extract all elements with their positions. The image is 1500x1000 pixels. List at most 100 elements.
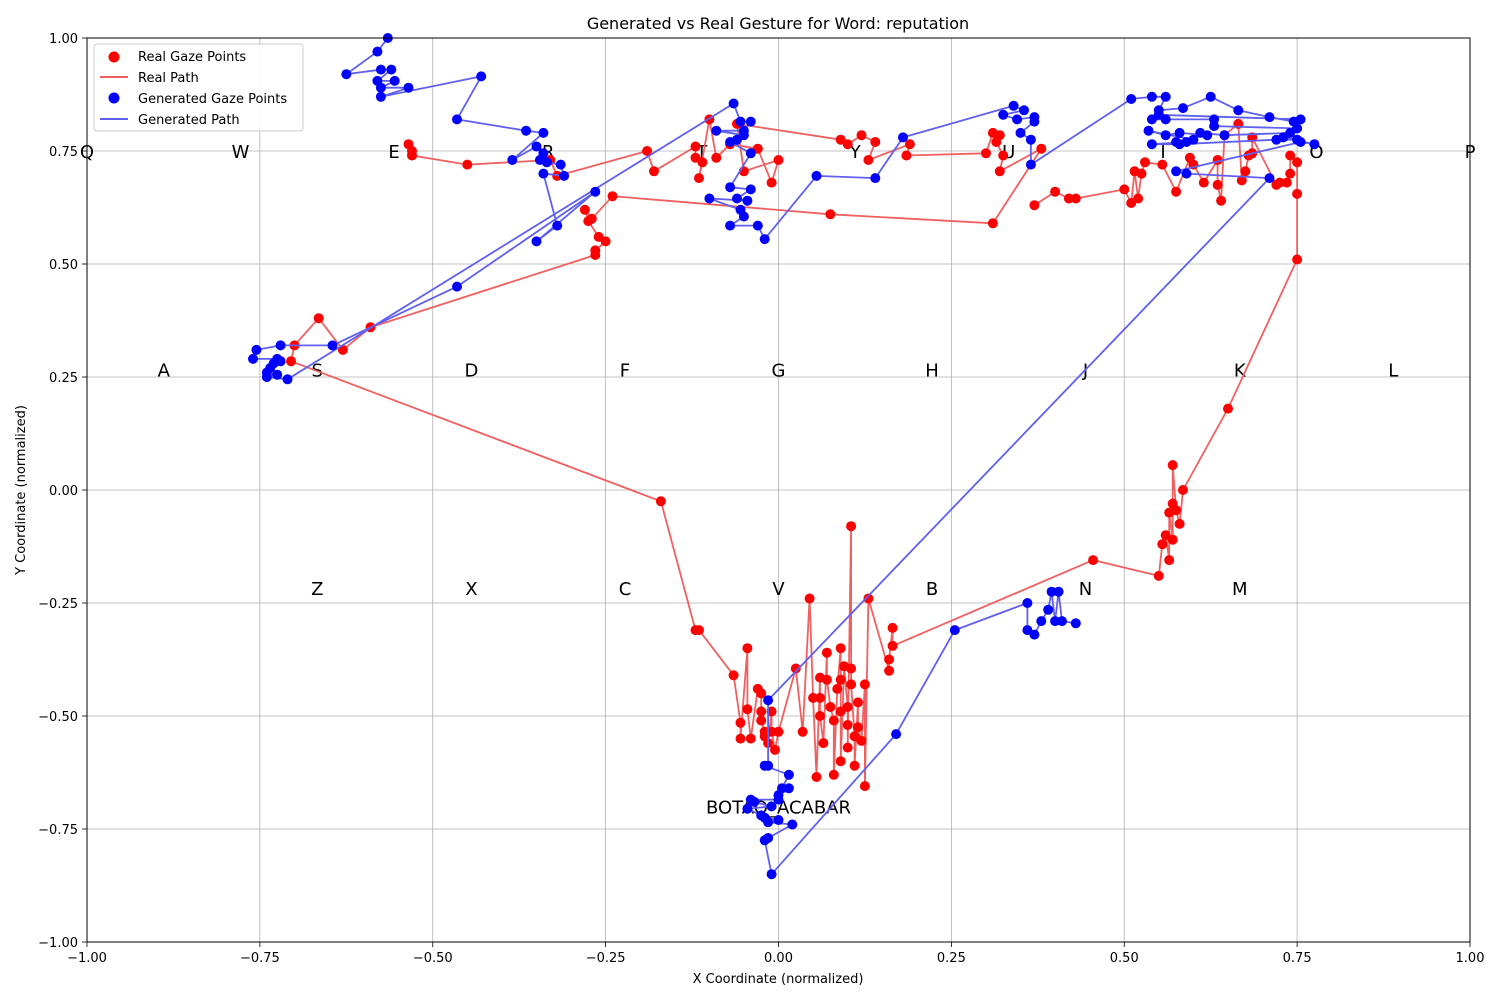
generated-gaze-point [759,234,770,245]
generated-gaze-point [386,64,397,75]
real-gaze-point [853,697,863,708]
real-gaze-point [1184,152,1195,163]
legend-generated-points-marker [108,92,120,104]
generated-gaze-point [742,195,753,206]
y-tick-label: 0.00 [49,484,78,499]
real-gaze-point [846,679,857,690]
real-gaze-point [756,715,767,726]
generated-gaze-point [275,356,286,367]
real-gaze-point [856,130,867,141]
real-gaze-point [1285,150,1296,161]
generated-gaze-point [1209,121,1220,132]
generated-gaze-point [1171,166,1182,177]
real-gaze-point [828,715,839,726]
generated-gaze-point [1295,114,1306,125]
real-gaze-point [742,704,753,715]
generated-gaze-point [1146,114,1157,125]
generated-gaze-point [745,184,756,195]
y-tick-label: 0.50 [49,258,78,273]
generated-gaze-point [1219,130,1230,141]
real-gaze-point [825,209,836,220]
y-tick-label: −1.00 [38,936,78,951]
key-label-f: F [620,360,630,381]
real-gaze-point [859,679,870,690]
generated-gaze-point [1278,132,1289,143]
real-gaze-point [1063,193,1074,204]
generated-gaze-point [732,193,742,204]
real-gaze-point [1050,186,1061,197]
generated-gaze-point [738,211,749,222]
generated-gaze-point [704,193,715,204]
real-gaze-point [694,173,704,184]
real-gaze-point [797,726,808,737]
generated-gaze-point [1029,116,1040,127]
generated-gaze-point [735,116,746,127]
real-gaze-point [313,313,324,324]
real-gaze-point [649,166,659,177]
real-gaze-point [1198,177,1209,188]
generated-gaze-point [1295,137,1306,147]
generated-gaze-point [1012,114,1023,125]
real-gaze-point [579,204,590,215]
generated-gaze-point [507,155,518,165]
generated-gaze-point [261,372,272,382]
real-gaze-point [766,706,777,717]
x-axis-label: X Coordinate (normalized) [693,972,864,987]
real-gaze-point [735,733,746,744]
real-gaze-point [835,674,846,685]
generated-gaze-point [1174,127,1185,138]
generated-gaze-point [531,141,542,152]
generated-gaze-point [521,125,532,136]
real-gaze-point [1126,198,1137,208]
key-label-e: E [388,142,399,163]
x-tick-label: 0.25 [937,951,966,966]
generated-gaze-point [452,281,462,292]
key-label-x: X [465,579,477,600]
real-gaze-point [832,683,843,694]
generated-gaze-point [559,170,570,181]
real-gaze-point [790,663,801,674]
real-gaze-point [1153,570,1164,581]
x-tick-label: −1.00 [67,951,107,966]
real-gaze-point [1292,157,1303,168]
generated-gaze-point [1050,616,1061,627]
generated-gaze-point [538,127,549,138]
real-gaze-point [1174,518,1185,529]
real-gaze-point [1171,186,1182,197]
generated-gaze-point [375,91,386,102]
y-tick-label: −0.25 [38,597,78,612]
real-gaze-point [991,137,1002,147]
real-gaze-point [870,137,881,147]
generated-gaze-point [1264,112,1275,123]
real-gaze-point [887,640,898,651]
real-gaze-point [690,141,701,152]
key-label-m: M [1232,579,1248,600]
generated-gaze-point [1178,103,1188,114]
generated-gaze-point [759,835,770,846]
real-gaze-point [1140,157,1150,168]
chart-title: Generated vs Real Gesture for Word: repu… [587,14,969,33]
real-gaze-point [711,152,722,163]
real-gaze-point [825,702,836,712]
real-gaze-point [642,146,653,156]
real-gaze-point [835,756,846,767]
generated-gaze-point [1146,139,1157,150]
x-tick-label: 1.00 [1456,951,1485,966]
real-gaze-point [901,150,912,161]
generated-gaze-point [1015,127,1026,138]
real-gaze-point [998,150,1009,161]
generated-gaze-point [403,82,414,93]
generated-gaze-point [725,220,736,231]
real-gaze-point [815,711,825,721]
generated-gaze-point [949,625,960,636]
generated-gaze-point [341,69,352,80]
legend-generated-path-label: Generated Path [138,113,240,128]
real-gaze-point [655,496,666,507]
generated-gaze-point [1143,125,1154,136]
real-gaze-point [842,139,853,150]
real-gaze-point [766,726,777,737]
real-gaze-point [735,717,746,728]
real-gaze-point [773,155,784,165]
generated-gaze-point [1160,91,1171,102]
real-gaze-point [904,139,915,150]
